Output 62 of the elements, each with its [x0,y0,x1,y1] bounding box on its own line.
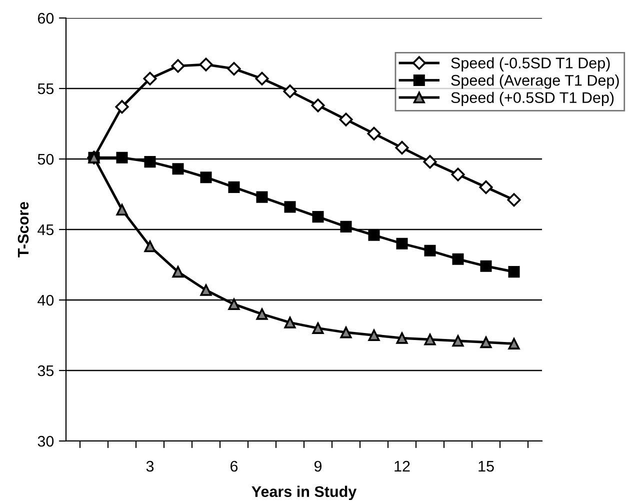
point [340,220,352,232]
x-axis-title: Years in Study [252,486,357,500]
x-tick-label: 3 [146,460,154,472]
point [507,193,521,207]
point [115,100,129,114]
y-tick-label: 60 [38,12,54,24]
point [144,240,156,252]
point [172,163,184,175]
x-tick-label: 6 [230,460,238,472]
point [256,308,268,320]
point [423,155,437,169]
point [143,72,157,86]
point [312,211,324,223]
legend-label: Speed (Average T1 Dep) [451,74,619,89]
point [199,58,213,72]
point [228,181,240,193]
point [116,204,128,216]
point [508,266,520,278]
y-tick-label: 35 [38,365,54,376]
point [368,329,380,342]
point [424,334,436,346]
y-tick-label: 55 [38,84,54,94]
point [339,112,353,126]
y-tick-label: 40 [38,294,54,306]
point [256,191,268,203]
point [172,266,184,278]
y-tick-label: 45 [38,224,54,236]
point [311,98,325,112]
point [424,244,436,256]
point [396,238,408,250]
point [284,201,296,213]
point [255,72,269,86]
x-tick-label: 12 [394,460,410,472]
legend-label: Speed (+0.5SD T1 Dep) [451,92,614,106]
point [368,229,380,241]
point [479,180,493,194]
point [227,62,241,76]
x-tick-label: 9 [314,460,322,472]
y-tick-label: 30 [38,436,54,447]
point [171,59,185,73]
point [395,140,409,155]
point [367,126,381,140]
point [451,168,465,182]
point [396,332,408,344]
y-axis-title: T-Score [18,202,29,258]
point [480,336,492,348]
point [144,156,156,168]
point [480,260,492,272]
point [312,322,324,334]
point [508,338,520,350]
x-tick-label: 15 [478,461,494,472]
point [200,172,212,184]
point [116,152,128,164]
point [452,253,464,265]
point [340,326,352,338]
point [200,284,212,296]
point [228,298,240,310]
point [283,84,297,98]
point [452,335,464,347]
legend-label: Speed (-0.5SD T1 Dep) [451,57,610,72]
y-tick-label: 50 [38,154,54,165]
point [284,316,296,328]
